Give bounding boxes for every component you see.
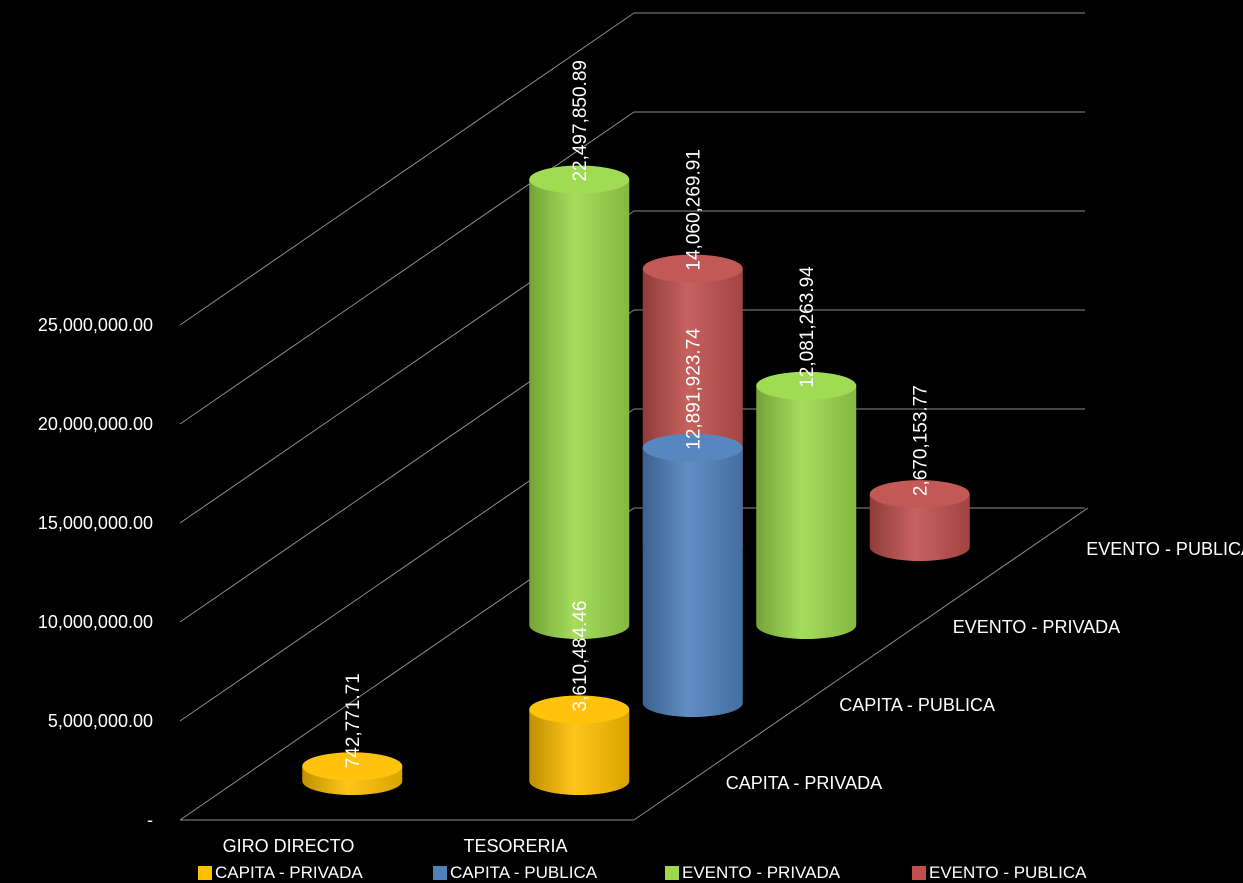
bar-cylinder — [529, 695, 630, 796]
y-tick-label: 10,000,000.00 — [38, 612, 153, 632]
gridline-side — [179, 111, 635, 425]
y-tick-label: 25,000,000.00 — [38, 315, 153, 335]
x-category-label: GIRO DIRECTO — [223, 836, 355, 856]
bar-cylinder — [756, 371, 857, 640]
legend-label: CAPITA - PRIVADA — [215, 863, 363, 882]
bar-top — [529, 165, 630, 194]
depth-series-label: EVENTO - PRIVADA — [953, 617, 1120, 637]
legend-item: CAPITA - PRIVADA — [198, 862, 363, 883]
legend-swatch — [198, 865, 212, 880]
depth-series-label: EVENTO - PUBLICA — [1086, 539, 1243, 559]
depth-series-label: CAPITA - PUBLICA — [839, 695, 995, 715]
bar-body — [869, 494, 970, 561]
legend-item: EVENTO - PUBLICA — [912, 862, 1086, 883]
data-label: 2,670,153.77 — [911, 385, 932, 496]
y-tick-label: 5,000,000.00 — [48, 711, 153, 731]
x-category-label: TESORERIA — [463, 836, 567, 856]
bar-cylinder — [642, 433, 743, 717]
data-label: 14,060,269.91 — [684, 149, 705, 271]
bar-body — [642, 447, 743, 717]
bar-top — [302, 752, 403, 781]
y-axis-ticks: - 5,000,000.00 10,000,000.00 15,000,000.00 2… — [38, 315, 153, 830]
bar-body — [756, 385, 857, 640]
bar-body — [529, 179, 630, 640]
bar-top — [642, 433, 743, 462]
chart-legend: CAPITA - PRIVADA CAPITA - PUBLICA EVENTO -… — [0, 862, 1243, 883]
x-axis-categories: GIRO DIRECTO TESORERIA — [223, 836, 568, 856]
legend-item: CAPITA - PUBLICA — [433, 862, 597, 883]
legend-label: CAPITA - PUBLICA — [450, 863, 598, 882]
gridline-side — [179, 12, 635, 326]
bar-cylinder — [529, 165, 630, 640]
data-label: 12,891,923.74 — [684, 328, 705, 450]
y-tick-label: 15,000,000.00 — [38, 513, 153, 533]
legend-item: EVENTO - PRIVADA — [665, 862, 840, 883]
bar-cylinder — [302, 752, 403, 796]
data-label: 742,771.71 — [343, 673, 364, 768]
depth-series-label: CAPITA - PRIVADA — [726, 773, 882, 793]
bar-top — [642, 254, 743, 283]
legend-swatch — [912, 865, 926, 880]
bar-body — [529, 709, 630, 796]
data-label: 3,610,484.46 — [570, 601, 591, 712]
y-tick-label: 20,000,000.00 — [38, 414, 153, 434]
data-labels: 14,060,269.91 2,670,153.77 22,497,850.89 12… — [343, 60, 932, 768]
bar-top — [869, 480, 970, 509]
bar-cylinder — [869, 480, 970, 561]
bar-top — [756, 371, 857, 400]
data-label: 22,497,850.89 — [570, 60, 591, 182]
bar-series — [302, 165, 970, 796]
legend-label: EVENTO - PUBLICA — [929, 863, 1087, 882]
bar-top — [529, 695, 630, 724]
legend-swatch — [433, 865, 447, 880]
legend-swatch — [665, 865, 679, 880]
legend-label: EVENTO - PRIVADA — [682, 863, 841, 882]
floor-side-edge — [633, 507, 1089, 821]
depth-axis-series-labels: CAPITA - PRIVADA CAPITA - PUBLICA EVENTO -… — [726, 539, 1243, 793]
y-tick-label: - — [147, 810, 153, 830]
data-label: 12,081,263.94 — [797, 266, 818, 388]
